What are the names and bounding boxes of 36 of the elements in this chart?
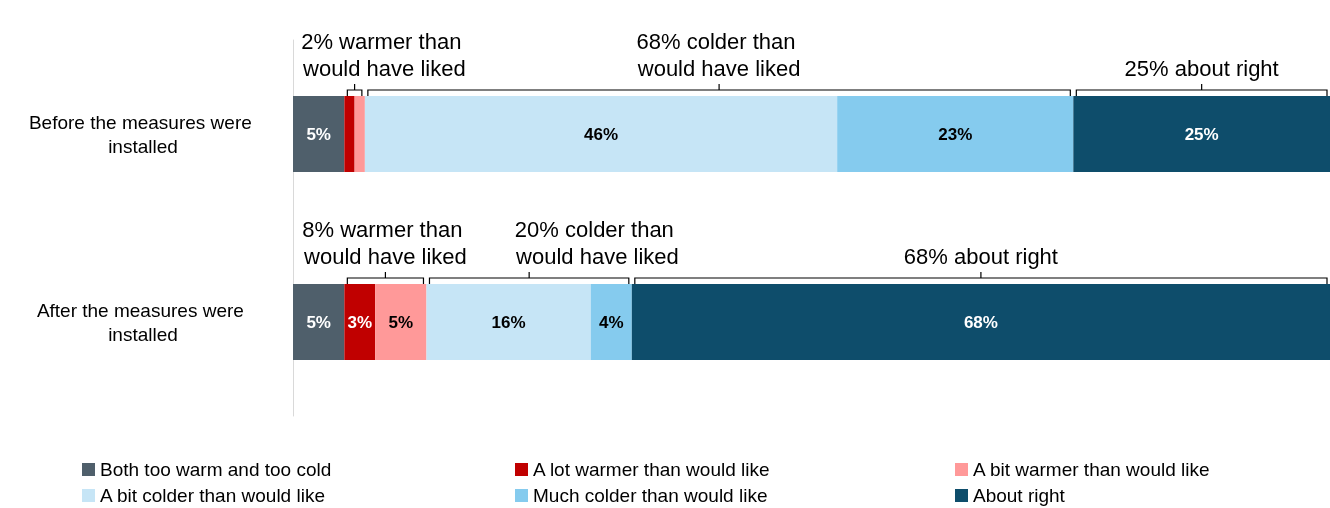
data-label: 5% bbox=[306, 312, 331, 332]
data-label: 16% bbox=[491, 312, 526, 332]
legend-label: A bit warmer than would like bbox=[973, 459, 1210, 480]
bar bbox=[631, 284, 1330, 360]
annotation: 68% about right bbox=[903, 244, 1058, 269]
bar bbox=[1073, 96, 1330, 172]
bar bbox=[354, 96, 365, 172]
legend-label: Much colder than would like bbox=[533, 485, 768, 506]
bar bbox=[344, 96, 355, 172]
annotation: 68% colder than would have liked bbox=[636, 29, 802, 81]
annotation: 2% warmer than would have liked bbox=[301, 29, 468, 81]
data-label: 68% bbox=[963, 312, 998, 332]
legend-label: About right bbox=[973, 485, 1066, 506]
data-label: 46% bbox=[584, 124, 619, 144]
data-label: 5% bbox=[388, 312, 414, 332]
annotation: 25% about right bbox=[1124, 56, 1279, 81]
annotation: 8% warmer than would have liked bbox=[302, 217, 469, 269]
legend-label: Both too warm and too cold bbox=[100, 459, 332, 480]
data-label: 23% bbox=[938, 124, 973, 144]
data-label: 4% bbox=[599, 312, 624, 332]
bar bbox=[837, 96, 1074, 172]
bar bbox=[293, 96, 345, 172]
legend-label: A lot warmer than would like bbox=[533, 459, 770, 480]
data-label: 3% bbox=[347, 312, 373, 332]
bar bbox=[293, 284, 345, 360]
legend-label: A bit colder than would like bbox=[100, 485, 325, 506]
bar bbox=[590, 284, 632, 360]
annotation: 20% colder than would have liked bbox=[514, 217, 680, 269]
y-tick-label: After the measures were installed bbox=[36, 299, 250, 345]
bar bbox=[375, 284, 427, 360]
bar bbox=[426, 284, 591, 360]
data-label: 25% bbox=[1184, 124, 1219, 144]
data-label: 5% bbox=[306, 124, 331, 144]
bar bbox=[364, 96, 838, 172]
y-tick-label: Before the measures were installed bbox=[28, 111, 258, 157]
bar bbox=[344, 284, 376, 360]
